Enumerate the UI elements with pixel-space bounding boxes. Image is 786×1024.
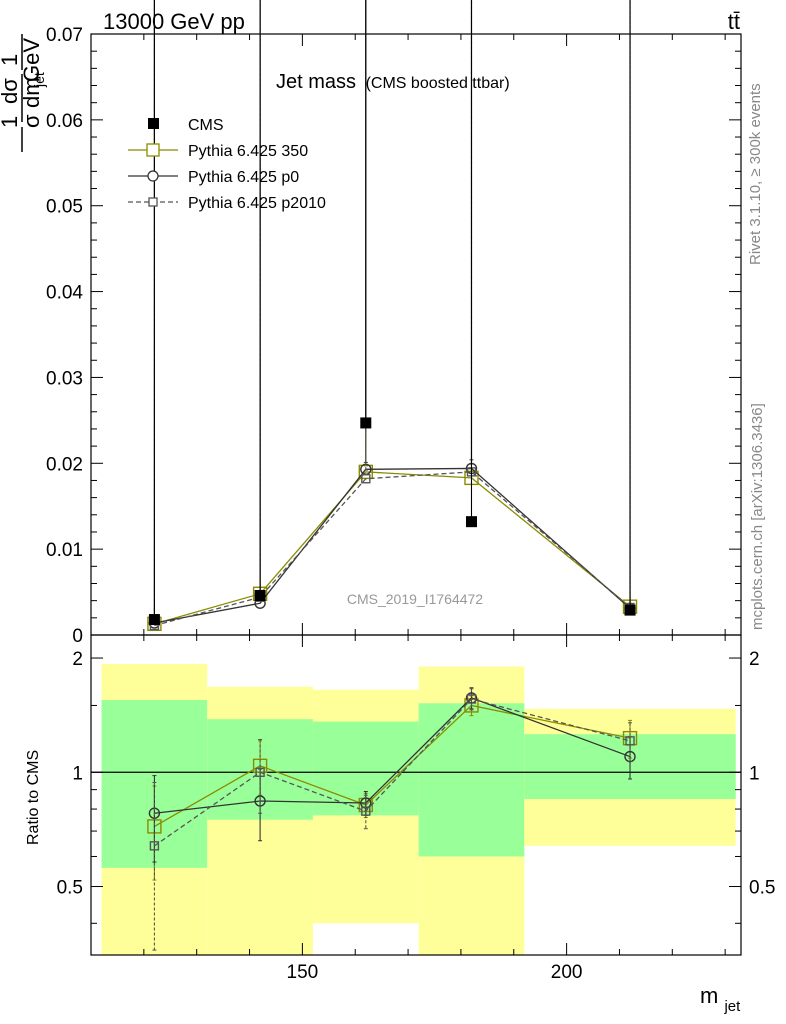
ratio-frame — [90, 634, 742, 956]
ratio-ytick-label-right: 0.5 — [749, 878, 775, 899]
main-ytick-label: 0 — [72, 626, 83, 647]
main-cms-point — [624, 604, 636, 616]
ratio-ytick-label: 0.5 — [57, 878, 83, 899]
ratio-xtick-label: 150 — [287, 962, 319, 983]
legend-p2010-marker — [148, 197, 158, 207]
legend-cms-label: CMS — [188, 117, 224, 134]
x-axis-label-main: m — [700, 983, 718, 1008]
ratio-ytick-label-right: 2 — [749, 649, 760, 670]
main-ytick-label: 0.02 — [46, 454, 83, 475]
main-ytick-label: 0.05 — [46, 197, 83, 218]
main-plot-panel: 0 0.01 0.02 0.03 0.04 0.05 0.06 0.07 — [46, 0, 742, 647]
main-p2010-line — [154, 471, 631, 627]
x-axis-label: m jet — [700, 983, 741, 1015]
main-ytick-label: 0.03 — [46, 368, 83, 389]
main-ytick-label: 0.07 — [46, 25, 83, 46]
ylabel-dsigma: dσ — [0, 78, 22, 104]
ylabel-one-a: 1 — [0, 116, 22, 128]
main-ytick-label: 0.06 — [46, 111, 83, 132]
energy-label: 13000 GeV pp — [103, 9, 245, 34]
main-p350-line — [154, 471, 631, 625]
legend: CMS Pythia 6.425 350 Pythia 6.425 p0 Pyt… — [128, 117, 326, 212]
chart-title-main: Jet mass — [276, 71, 356, 93]
main-cms-point — [465, 516, 477, 528]
mcplots-label: mcplots.cern.ch [arXiv:1306.3436] — [749, 403, 766, 630]
main-cms-point — [254, 590, 266, 602]
ratio-ytick-label-right: 1 — [749, 763, 760, 784]
main-p2010-point — [361, 474, 371, 484]
chart-title: Jet mass (CMS boosted ttbar) — [276, 71, 510, 93]
band-inner-3 — [418, 703, 525, 857]
analysis-watermark: CMS_2019_I1764472 — [347, 591, 483, 607]
ylabel-sigma: σ — [19, 114, 44, 128]
ratio-xtick-label: 200 — [551, 962, 583, 983]
legend-p350-marker — [146, 143, 160, 157]
ylabel-dm: dm — [19, 77, 44, 108]
ratio-ytick-label: 1 — [72, 763, 83, 784]
legend-p2010-label: Pythia 6.425 p2010 — [188, 195, 326, 212]
ylabel-gev: GeV — [19, 38, 44, 82]
legend-p0-label: Pythia 6.425 p0 — [188, 169, 299, 186]
ylabel-jet-sub: jet — [31, 72, 47, 88]
chart-subtitle: (CMS boosted ttbar) — [366, 75, 510, 92]
ratio-plot-panel: 150 200 0.5 0.5 1 1 2 2 — [57, 634, 775, 983]
main-cms-point — [148, 614, 160, 626]
ratio-p2010-point — [625, 736, 635, 746]
main-y-axis-label: 1 σ dσ dm jet 1 GeV — [0, 34, 47, 152]
legend-p350-label: Pythia 6.425 350 — [188, 143, 308, 160]
legend-p0-marker — [147, 170, 159, 182]
process-label: tt̄ — [728, 9, 740, 34]
main-cms-point — [360, 417, 372, 429]
ratio-y-axis-label: Ratio to CMS — [25, 750, 42, 845]
ylabel-one-b: 1 — [0, 54, 22, 66]
ratio-p2010-point — [149, 841, 160, 851]
main-ytick-label: 0.04 — [46, 283, 83, 304]
main-ytick-label: 0.01 — [46, 540, 83, 561]
rivet-label: Rivet 3.1.10, ≥ 300k events — [747, 83, 764, 265]
ratio-p2010-point — [255, 767, 265, 777]
x-axis-label-sub: jet — [723, 998, 741, 1015]
ratio-p2010-point — [361, 806, 371, 816]
ratio-p2010-point — [466, 694, 477, 704]
ratio-ytick-label: 2 — [72, 649, 83, 670]
legend-cms-marker — [148, 118, 159, 129]
